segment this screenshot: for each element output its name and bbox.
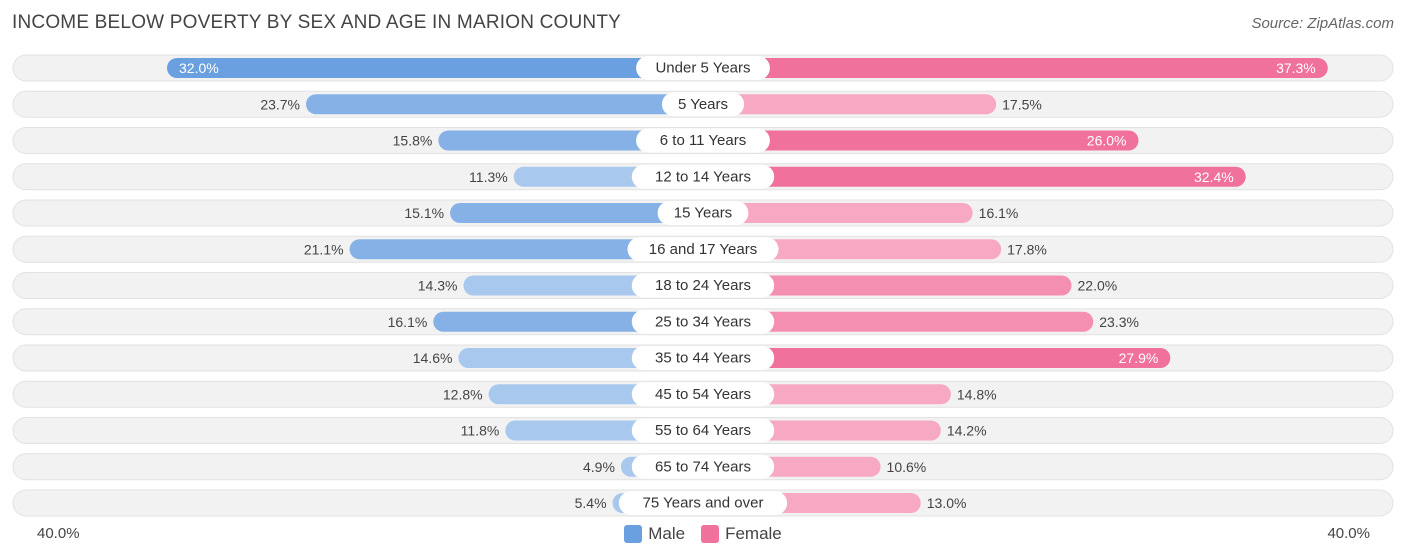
category-pill [631, 346, 775, 370]
category-pill [636, 128, 770, 153]
legend: Male Female [0, 524, 1406, 544]
female-bar [703, 203, 973, 223]
female-bar [703, 58, 1328, 78]
male-value-label: 5.4% [575, 495, 607, 511]
female-bar [703, 166, 1246, 187]
female-value-label: 10.6% [887, 459, 927, 475]
female-value-label: 27.9% [1119, 350, 1159, 366]
category-label: 45 to 54 Years [655, 386, 751, 403]
female-value-label: 14.8% [957, 386, 997, 402]
female-bar [703, 348, 1171, 368]
female-value-label: 23.3% [1099, 314, 1139, 330]
category-label: 16 and 17 Years [649, 241, 757, 258]
category-pill [631, 273, 775, 298]
male-bar [438, 130, 703, 151]
category-label: 65 to 74 Years [655, 458, 751, 475]
category-label: 25 to 34 Years [655, 313, 751, 330]
male-value-label: 11.8% [461, 423, 500, 439]
male-value-label: 12.8% [443, 386, 483, 402]
male-value-label: 23.7% [260, 96, 300, 112]
male-value-label: 15.8% [393, 133, 433, 149]
category-pill [631, 164, 775, 189]
category-pill [631, 309, 775, 334]
category-pill [631, 418, 775, 443]
category-pill [618, 491, 788, 515]
category-pill [631, 454, 775, 479]
female-value-label: 16.1% [979, 205, 1019, 221]
male-value-label: 32.0% [179, 60, 219, 76]
chart-title: INCOME BELOW POVERTY BY SEX AND AGE IN M… [12, 12, 622, 33]
male-bar [167, 58, 703, 78]
male-bar [450, 203, 703, 223]
axis-right-label: 40.0% [1327, 525, 1370, 542]
female-bar [703, 239, 1002, 260]
male-bar [306, 94, 703, 115]
legend-female-swatch [701, 525, 720, 543]
category-label: 55 to 64 Years [655, 422, 751, 439]
axis-left-label: 40.0% [37, 525, 80, 542]
legend-female: Female [701, 524, 782, 544]
male-value-label: 15.1% [404, 205, 444, 221]
male-value-label: 11.3% [469, 169, 508, 185]
legend-male-label: Male [648, 524, 686, 543]
chart-plot: 32.0% 37.3% Under 5 Years 23.7% 17.5% 5 Years… [12, 54, 1394, 517]
male-value-label: 21.1% [304, 241, 344, 257]
category-pill [636, 56, 770, 80]
female-value-label: 22.0% [1078, 278, 1118, 294]
female-bar [703, 94, 997, 115]
category-pill [627, 237, 779, 262]
category-pill [631, 382, 775, 407]
category-pill [657, 201, 749, 225]
category-label: 35 to 44 Years [655, 350, 751, 367]
legend-male: Male [624, 524, 685, 544]
legend-female-label: Female [725, 524, 782, 543]
male-value-label: 14.6% [413, 350, 453, 366]
category-label: 12 to 14 Years [655, 168, 751, 185]
category-pill [661, 92, 745, 117]
female-value-label: 13.0% [927, 495, 967, 511]
female-value-label: 26.0% [1087, 133, 1127, 149]
category-label: 15 Years [674, 205, 732, 222]
female-value-label: 37.3% [1276, 60, 1316, 76]
category-label: 18 to 24 Years [655, 277, 751, 294]
male-value-label: 16.1% [388, 314, 428, 330]
male-bar [349, 239, 703, 260]
female-value-label: 32.4% [1194, 169, 1234, 185]
female-bar [703, 130, 1139, 151]
category-label: 75 Years and over [643, 495, 764, 512]
category-label: 5 Years [678, 96, 728, 113]
female-value-label: 14.2% [947, 423, 987, 439]
female-bar [703, 311, 1094, 332]
source-credit: Source: ZipAtlas.com [1251, 15, 1394, 32]
male-value-label: 4.9% [583, 459, 615, 475]
male-value-label: 14.3% [418, 278, 458, 294]
legend-male-swatch [624, 525, 643, 543]
female-value-label: 17.5% [1002, 96, 1042, 112]
category-label: 6 to 11 Years [660, 132, 746, 149]
female-bar [703, 275, 1072, 296]
female-value-label: 17.8% [1007, 241, 1047, 257]
category-label: Under 5 Years [655, 60, 750, 77]
